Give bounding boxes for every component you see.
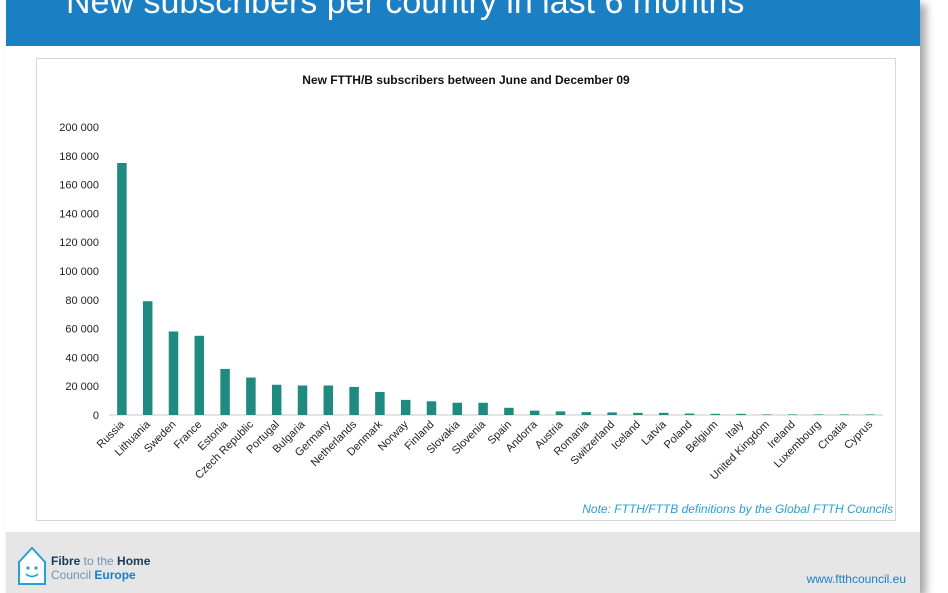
bar	[736, 413, 746, 415]
slide-header: New subscribers per country in last 6 mo…	[6, 0, 920, 46]
y-tick-label: 40 000	[65, 352, 99, 364]
y-tick-label: 80 000	[65, 295, 99, 307]
bar	[271, 384, 282, 415]
bar	[839, 414, 850, 415]
bar	[426, 401, 437, 415]
logo-text-line1: Fibre to the Home	[51, 554, 150, 568]
logo-word-to-the: to the	[80, 554, 118, 568]
bar	[194, 335, 205, 415]
bar	[478, 402, 488, 415]
logo-word-fibre: Fibre	[51, 554, 81, 568]
bar	[375, 391, 385, 415]
y-tick-label: 160 000	[59, 180, 99, 192]
bar	[581, 412, 592, 415]
x-category-label: Cyprus	[842, 418, 875, 451]
y-tick-label: 200 000	[59, 122, 99, 134]
bar	[220, 368, 230, 415]
y-tick-label: 0	[93, 410, 99, 422]
logo-word-home: Home	[117, 554, 151, 568]
bar	[323, 385, 334, 415]
bar	[117, 163, 127, 415]
bar	[529, 410, 540, 415]
bar	[400, 399, 411, 415]
bar	[787, 414, 798, 415]
bar	[168, 331, 179, 415]
bar	[710, 413, 721, 415]
slide-title: New subscribers per country in last 6 mo…	[66, 0, 745, 21]
logo-word-council: Council	[51, 568, 95, 582]
y-tick-label: 120 000	[59, 237, 99, 249]
bar	[246, 377, 256, 415]
slide-footer: Fibre to the Home Council Europe www.ftt…	[6, 532, 920, 593]
bar	[452, 402, 463, 415]
bar	[684, 413, 695, 415]
bar	[633, 412, 643, 415]
chart-note: Note: FTTH/FTTB definitions by the Globa…	[582, 502, 893, 516]
house-face-icon	[18, 546, 46, 585]
bar	[762, 414, 772, 415]
bar	[142, 301, 153, 415]
chart-container: New FTTH/B subscribers between June and …	[36, 58, 896, 521]
x-category-label: Iceland	[609, 419, 643, 453]
logo-text-line2: Council Europe	[51, 568, 136, 582]
bar-chart: New FTTH/B subscribers between June and …	[59, 73, 893, 516]
ftth-council-logo: Fibre to the Home Council Europe	[16, 544, 156, 588]
y-tick-label: 180 000	[59, 151, 99, 163]
y-tick-label: 140 000	[59, 208, 99, 220]
logo-word-europe: Europe	[94, 568, 136, 582]
bar	[504, 407, 514, 415]
y-tick-label: 60 000	[65, 324, 99, 336]
slide: New subscribers per country in last 6 mo…	[6, 0, 920, 593]
y-tick-label: 100 000	[59, 266, 99, 278]
bar	[813, 414, 824, 415]
bar	[349, 386, 359, 415]
bar	[658, 412, 669, 415]
bar	[297, 385, 308, 415]
website-link[interactable]: www.ftthcouncil.eu	[806, 572, 906, 586]
bar	[607, 412, 617, 415]
chart-title: New FTTH/B subscribers between June and …	[302, 73, 630, 87]
bar	[555, 411, 566, 415]
bar	[865, 414, 875, 415]
y-tick-label: 20 000	[65, 381, 99, 393]
